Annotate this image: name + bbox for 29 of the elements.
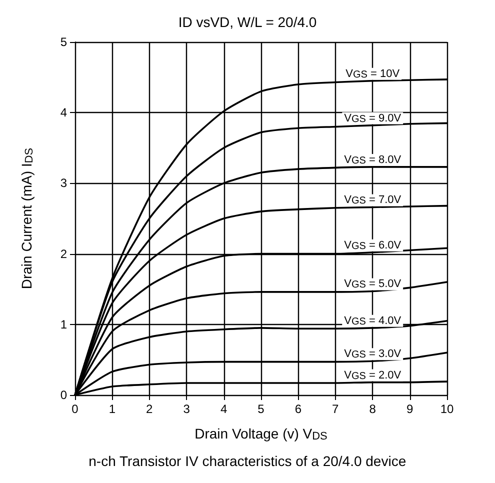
y-tick-label: 0 (60, 388, 68, 402)
x-tick-label: 7 (332, 402, 340, 416)
x-tick-label: 5 (258, 402, 265, 416)
series-label: VGS = 4.0V (344, 314, 402, 328)
y-tick-label: 5 (60, 35, 68, 49)
x-tick-label: 8 (369, 402, 376, 416)
y-axis-title: Drain Current (mA) IDS (18, 148, 36, 290)
x-tick-label: 10 (440, 402, 454, 416)
text: n-ch Transistor IV characteristics of a 20/4.0 device (88, 453, 406, 469)
y-tick-label: 3 (60, 176, 68, 190)
series-label: VGS = 6.0V (344, 239, 402, 252)
x-tick-label: 3 (183, 402, 190, 416)
x-tick-label: 4 (220, 402, 228, 416)
y-tick-label: 2 (60, 246, 68, 261)
series-label: VGS = 5.0V (344, 278, 402, 291)
series-label: VGS = 9.0V (344, 112, 402, 125)
x-tick-label: 2 (146, 402, 154, 416)
x-tick-label: 0 (72, 402, 79, 416)
series-label: VGS = 8.0V (344, 154, 402, 166)
series-label: VGS = 7.0V (344, 194, 402, 207)
series-label: VGS = 10V (346, 68, 400, 80)
series-label: VGS = 2.0V (344, 369, 402, 382)
y-tick-label: 1 (60, 317, 68, 332)
series-label: VGS = 3.0V (344, 348, 402, 361)
x-tick-label: 6 (294, 402, 302, 416)
chart-title: ID vsVD, W/L = 20/4.0 (178, 14, 317, 30)
y-tick-label: 4 (60, 106, 68, 120)
x-tick-label: 1 (108, 402, 116, 416)
x-tick-label: 9 (406, 402, 414, 416)
